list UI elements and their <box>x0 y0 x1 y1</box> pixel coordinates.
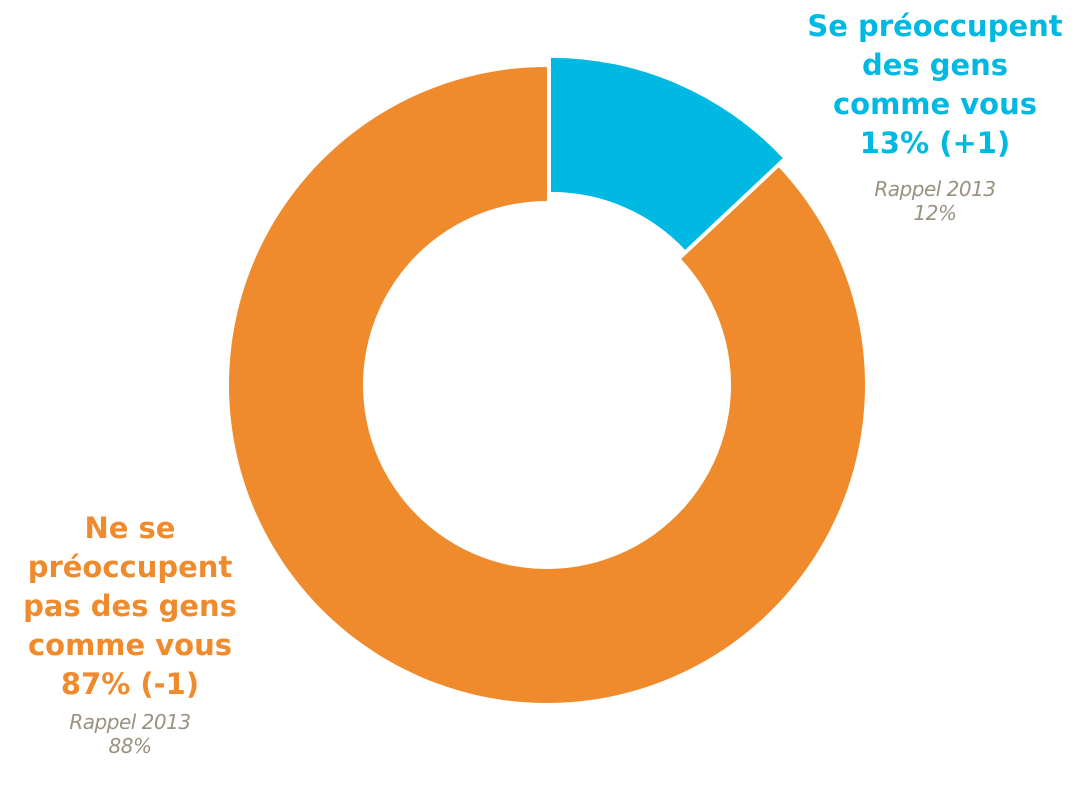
slice-label-line: des gens <box>861 48 1009 82</box>
recall-label: Rappel 2013 <box>874 177 996 201</box>
label-se-preoccupent: Se préoccupent des gens comme vous 13% (… <box>790 7 1080 225</box>
slice-se-preoccupent <box>550 57 783 250</box>
label-ne-se-preoccupent: Ne se préoccupent pas des gens comme vou… <box>0 509 260 758</box>
slice-ne-se-preoccupent <box>229 67 866 703</box>
slice-label-line: comme vous <box>27 628 233 662</box>
slice-label-line: pas des gens <box>23 589 237 623</box>
slice-value-label: 13% (+1) <box>859 126 1011 160</box>
slice-label-line: Se préoccupent <box>807 9 1063 43</box>
slice-label-line: préoccupent <box>27 550 233 584</box>
slice-label-line: Ne se <box>84 511 176 545</box>
slice-label-line: comme vous <box>832 87 1038 121</box>
slice-value-label: 87% (-1) <box>60 667 200 701</box>
recall-value: 88% <box>108 734 152 758</box>
recall-value: 12% <box>913 201 957 225</box>
recall-label: Rappel 2013 <box>69 710 191 734</box>
